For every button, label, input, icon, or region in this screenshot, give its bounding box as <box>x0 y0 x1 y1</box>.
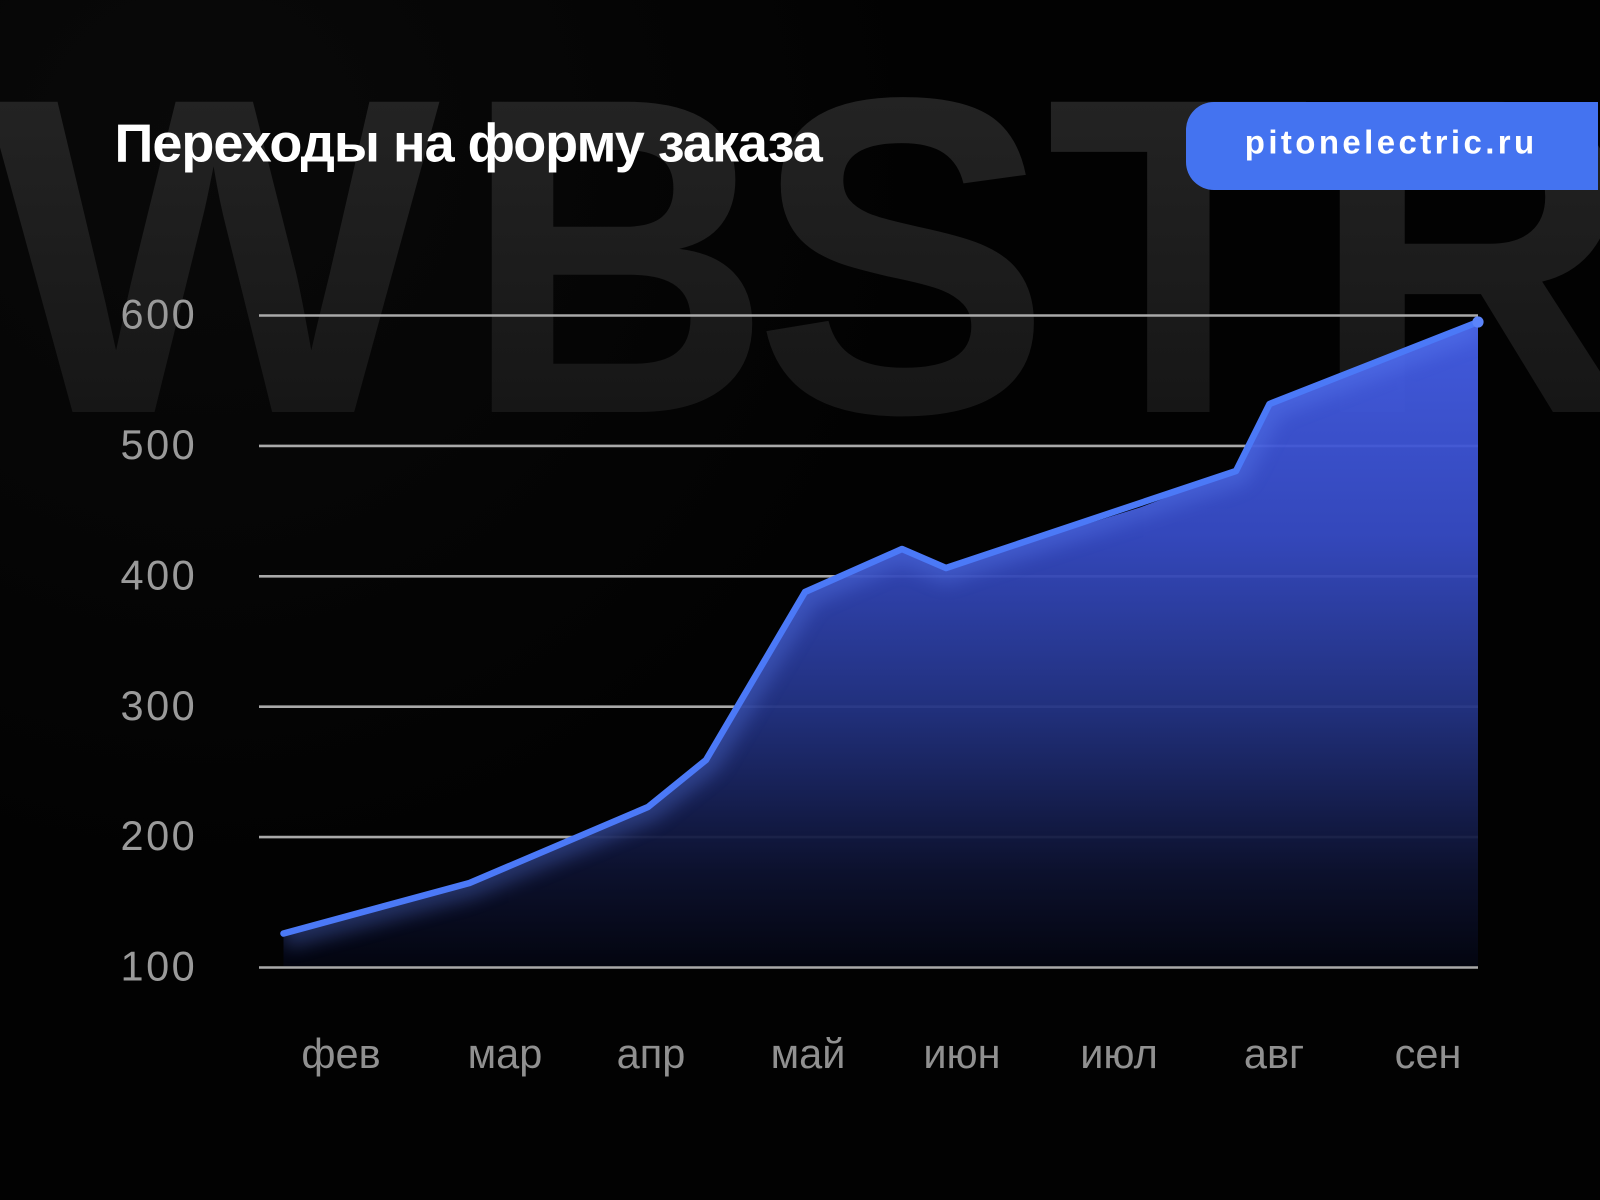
svg-text:pitonelectric.ru: pitonelectric.ru <box>1245 124 1538 161</box>
svg-text:W: W <box>0 3 444 508</box>
svg-text:мар: мар <box>468 1030 543 1077</box>
svg-text:Переходы на форму заказа: Переходы на форму заказа <box>115 113 824 173</box>
svg-text:300: 300 <box>121 682 198 729</box>
svg-text:май: май <box>771 1030 846 1077</box>
svg-text:600: 600 <box>121 291 198 338</box>
svg-text:B: B <box>463 4 771 508</box>
svg-text:сен: сен <box>1395 1030 1462 1077</box>
svg-text:500: 500 <box>121 421 198 468</box>
svg-text:400: 400 <box>121 551 198 598</box>
svg-text:апр: апр <box>617 1030 686 1077</box>
svg-text:июл: июл <box>1080 1030 1158 1077</box>
svg-text:июн: июн <box>923 1030 1000 1077</box>
svg-text:200: 200 <box>121 812 198 859</box>
svg-text:S: S <box>754 5 1052 509</box>
svg-text:фев: фев <box>301 1030 380 1077</box>
svg-text:авг: авг <box>1244 1030 1304 1077</box>
svg-text:100: 100 <box>121 943 198 990</box>
